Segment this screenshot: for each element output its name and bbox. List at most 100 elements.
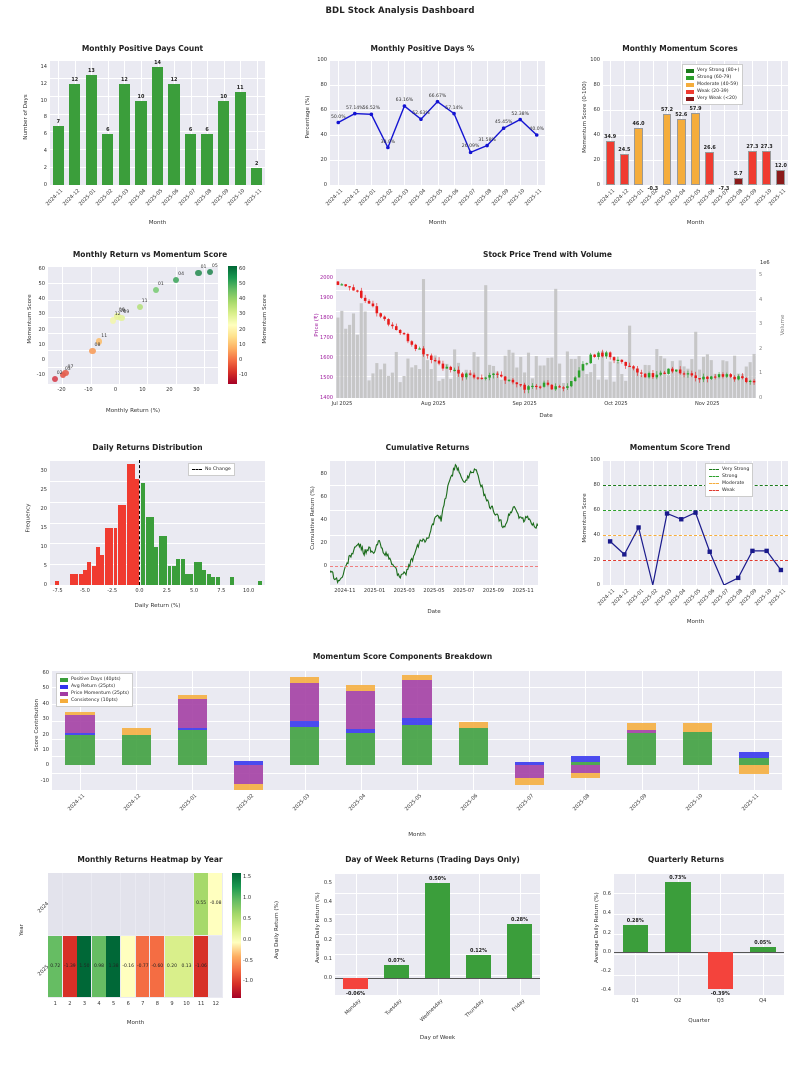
x-tick-label: 8 xyxy=(155,1001,159,1007)
histogram-bar xyxy=(167,566,172,585)
bar-value-label: 0.05% xyxy=(754,939,772,946)
x-tick-label: 2025-09 xyxy=(628,793,648,813)
legend-item: Moderate (40-59) xyxy=(686,81,739,88)
heatmap-cell xyxy=(48,873,62,935)
chart-momentum-scores: Monthly Momentum Scores Momentum Score (… xyxy=(565,44,795,229)
bar-value-label: 0.07% xyxy=(388,957,405,964)
histogram-bar xyxy=(206,573,211,585)
legend-swatch xyxy=(686,75,694,80)
chart-title: Monthly Return vs Momentum Score xyxy=(72,250,228,259)
stack-segment xyxy=(514,761,544,766)
colorbar-tick-label: 0.5 xyxy=(243,915,252,922)
legend-label: Price Momentum (25pts) xyxy=(71,691,130,697)
legend-label: Very Strong (80+) xyxy=(697,68,740,73)
histogram-bar xyxy=(78,573,83,585)
chart-heatmap: Monthly Returns Heatmap by Year Year Mon… xyxy=(10,855,290,1055)
colorbar-tick-label: 1.0 xyxy=(243,895,252,901)
heatmap-cell xyxy=(164,935,179,998)
bar xyxy=(218,100,230,185)
bar-value-label: -0.39% xyxy=(710,991,730,998)
stack-segment xyxy=(570,756,601,763)
bar xyxy=(665,881,691,952)
y-tick-label: 2025 xyxy=(36,963,51,978)
scatter-point xyxy=(62,369,69,376)
legend-item: Weak (20-39) xyxy=(686,88,739,95)
legend-item: Strong (60-79) xyxy=(686,74,739,81)
bar xyxy=(384,964,409,978)
x-tick-label: 2 xyxy=(68,1001,72,1007)
stack-segment xyxy=(233,783,264,790)
plot-area xyxy=(50,60,265,185)
x-axis-label: Date xyxy=(427,609,441,615)
legend-swatch xyxy=(709,476,719,478)
chart-cumulative-returns: Cumulative Returns Cumulative Return (%)… xyxy=(290,443,565,628)
legend-label: Weak (20-39) xyxy=(697,89,729,95)
bar xyxy=(622,924,648,952)
bar xyxy=(52,125,64,185)
y2-tick-label: 3 xyxy=(759,321,763,328)
point-value-label: 30.0% xyxy=(380,139,396,145)
legend-label: Very Weak (<20) xyxy=(697,96,737,102)
histogram-bar xyxy=(202,569,207,585)
heatmap-cell xyxy=(150,873,165,935)
y2-axis-label: Volume xyxy=(780,314,786,336)
bar-value-label: 27.3 xyxy=(760,143,773,150)
legend-item: Very Strong (80+) xyxy=(686,67,739,74)
y-tick-label: 0 xyxy=(323,563,327,570)
point-label: 07 xyxy=(67,364,74,370)
colorbar-tick-label: 50 xyxy=(239,281,246,288)
histogram-bar xyxy=(122,505,127,585)
x-tick-label: 7 xyxy=(141,1001,145,1007)
y-tick-label: 40 xyxy=(320,132,327,138)
heatmap-cell xyxy=(135,873,150,935)
chart-positive-days-pct: Monthly Positive Days % Percentage (%) M… xyxy=(290,44,555,229)
y-tick-label: 40 xyxy=(38,296,45,303)
y-tick-label: 40 xyxy=(593,132,600,138)
legend-item: Very Weak (<20) xyxy=(686,95,739,102)
stack-segment xyxy=(65,733,95,735)
histogram-bar xyxy=(96,547,100,585)
colorbar-tick-label: -1.0 xyxy=(243,978,253,985)
stack-segment xyxy=(627,733,657,766)
bar-value-label: 7 xyxy=(56,118,60,125)
x-tick-label: 1 xyxy=(53,1001,57,1007)
x-tick-label: -7.5 xyxy=(52,588,63,594)
y-tick-label: -10 xyxy=(36,371,45,378)
y-tick-label: 0.4 xyxy=(602,910,611,917)
legend-item: Strong xyxy=(709,473,749,480)
bar xyxy=(151,66,164,185)
bar xyxy=(619,154,629,185)
colorbar-tick-label: 0.0 xyxy=(243,936,252,943)
bar-value-label: 57.9 xyxy=(689,105,702,112)
point-label: 08 xyxy=(94,343,101,349)
y-tick-label: 20 xyxy=(40,506,47,513)
stack-segment xyxy=(402,680,432,719)
heatmap-cell xyxy=(135,935,150,998)
colorbar-tick-label: 10 xyxy=(239,341,246,348)
colorbar-tick-label: -10 xyxy=(239,371,248,378)
colorbar-tick-label: 30 xyxy=(239,311,246,318)
histogram-bar xyxy=(87,562,92,585)
stack-segment xyxy=(346,729,376,734)
legend-swatch xyxy=(686,68,694,73)
stack-segment xyxy=(233,765,264,784)
bar-value-label: 12 xyxy=(71,76,79,83)
bar-value-label: 13 xyxy=(87,68,95,75)
x-tick-label: 5 xyxy=(112,1001,116,1007)
x-tick-label: Q3 xyxy=(716,998,724,1004)
y2-tick-label: 5 xyxy=(759,272,763,279)
stack-segment xyxy=(458,727,488,766)
heatmap-value: -1.06 xyxy=(195,963,207,969)
threshold-line xyxy=(603,485,788,486)
x-tick-label: 2025-11 xyxy=(740,793,761,813)
chart-returns-distribution: Daily Returns Distribution Frequency Dai… xyxy=(10,443,285,628)
point-label: 04 xyxy=(178,272,185,278)
stack-segment xyxy=(683,732,713,766)
x-tick-label: 2025-07 xyxy=(453,588,475,594)
histogram-bar xyxy=(135,478,140,585)
bar-value-label: 6 xyxy=(205,127,209,134)
legend-swatch xyxy=(686,82,694,87)
y-tick-label: 60 xyxy=(593,507,600,513)
x-tick-label: 10 xyxy=(139,387,146,393)
y-tick-label: 0 xyxy=(596,582,600,588)
